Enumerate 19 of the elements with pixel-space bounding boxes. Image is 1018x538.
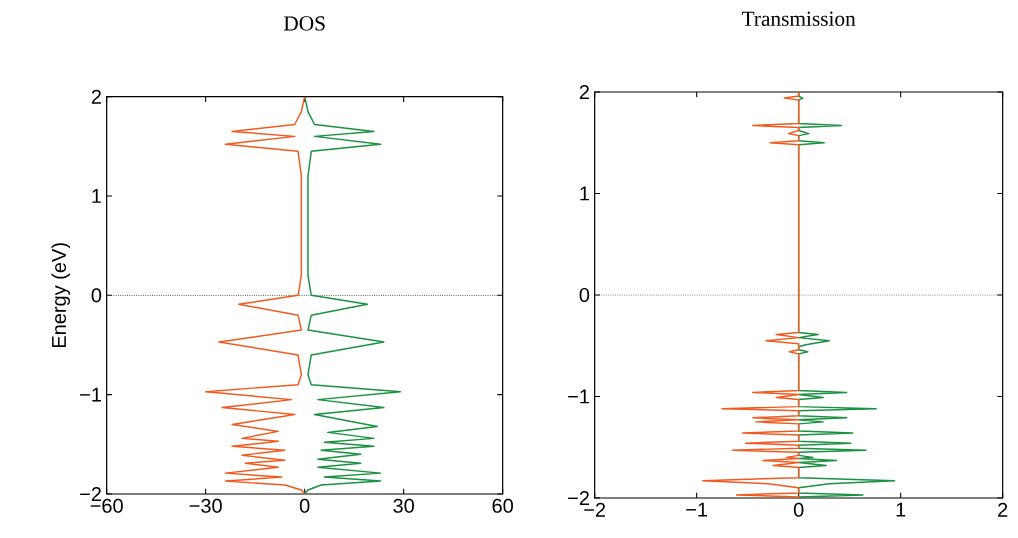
y-tick-label: 0 (91, 288, 102, 303)
y-tick-label: −1 (80, 387, 101, 402)
x-tick-label: 30 (393, 498, 414, 513)
y-axis-title: Energy (eV) (51, 243, 70, 348)
x-tick-label: 2 (998, 502, 1008, 517)
y-tick-label: 2 (91, 89, 101, 104)
x-tick-label: −30 (189, 498, 222, 513)
chart-title: Transmission (741, 11, 856, 26)
chart-title: DOS (283, 16, 325, 31)
x-tick-label: −1 (686, 502, 708, 517)
y-tick-label: 0 (579, 287, 590, 303)
x-tick-label: 0 (793, 502, 804, 517)
y-tick-label: 1 (92, 189, 101, 203)
x-tick-label: 60 (492, 498, 513, 513)
x-tick-label: 0 (299, 498, 310, 513)
y-tick-label: 2 (579, 85, 589, 99)
x-tick-label: 1 (896, 502, 906, 517)
y-tick-label: 1 (580, 186, 589, 201)
y-tick-label: −1 (568, 389, 589, 404)
